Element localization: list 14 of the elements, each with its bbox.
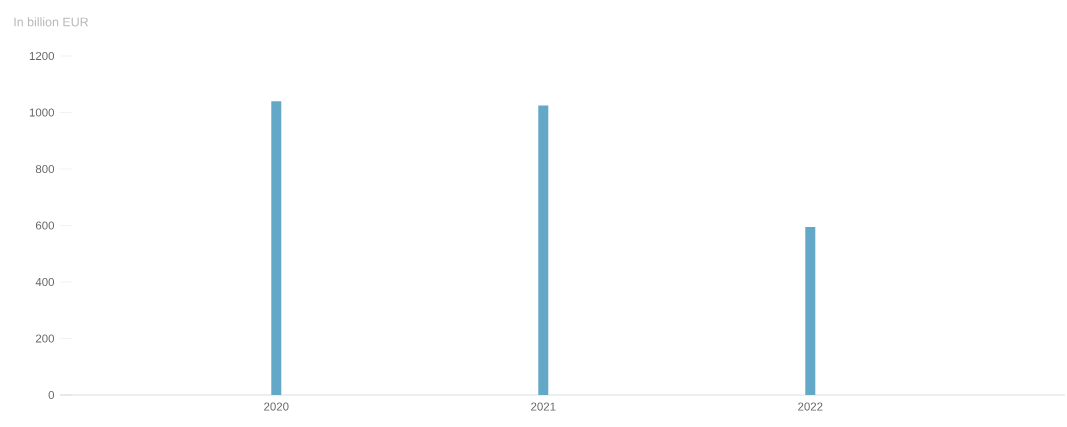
bar <box>271 101 282 395</box>
y-tick-label: 1000 <box>29 108 55 117</box>
y-tick-label: 400 <box>35 277 55 287</box>
x-tick-label: 2021 <box>531 402 556 411</box>
bar <box>805 226 816 395</box>
y-tick-label: 1200 <box>29 51 55 61</box>
y-tick-label: 200 <box>35 334 55 343</box>
y-tick-label: 600 <box>35 221 55 230</box>
x-tick-label: 2020 <box>264 402 289 411</box>
y-axis-title: In billion EUR <box>14 17 89 27</box>
y-tick-label: 0 <box>48 390 55 400</box>
bar <box>538 105 549 395</box>
x-tick-label: 2022 <box>798 402 823 411</box>
y-tick-label: 800 <box>35 164 55 174</box>
